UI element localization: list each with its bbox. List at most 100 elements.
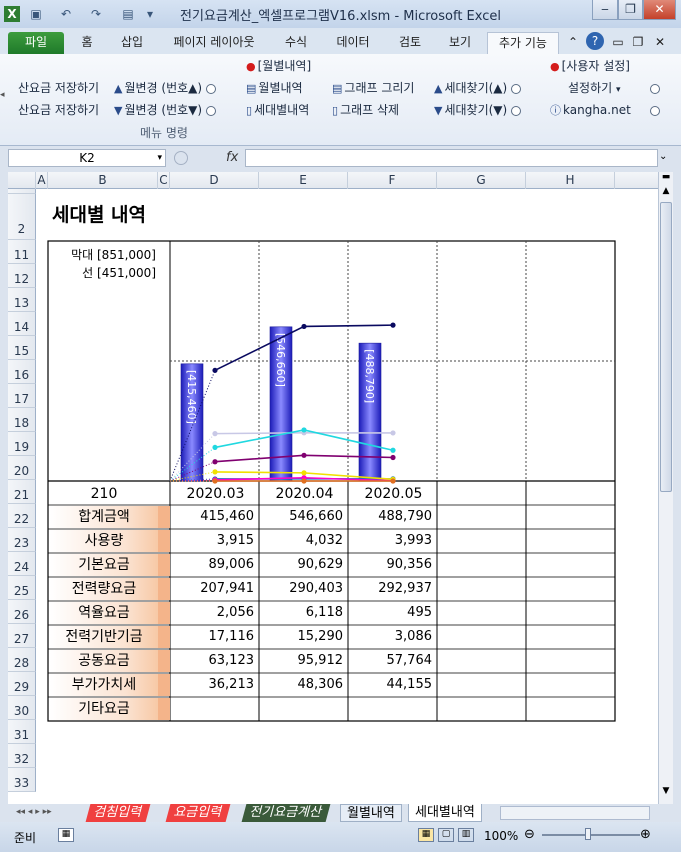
horizontal-scrollbar[interactable] [500, 806, 650, 820]
row-header-32[interactable]: 32 [8, 744, 36, 768]
name-box[interactable]: K2 ▾ [8, 149, 166, 167]
column-header-e[interactable]: E [259, 172, 348, 189]
workbook-minimize-icon[interactable]: ▭ [612, 35, 624, 49]
settings-radio[interactable] [650, 83, 660, 94]
scroll-up-icon[interactable]: ▲ [662, 186, 670, 196]
page-break-view-icon[interactable]: ▥ [458, 828, 474, 842]
row-label-2[interactable]: 기본요금 [50, 554, 158, 576]
find-up-radio[interactable] [511, 83, 522, 94]
row-header-31[interactable]: 31 [8, 720, 36, 744]
month-up-button[interactable]: ▲ 월변경 (번호▲) [114, 79, 216, 97]
print-preview-icon[interactable]: ▤ [122, 7, 134, 21]
minimize-ribbon-icon[interactable]: ⌃ [567, 35, 579, 49]
excel-icon[interactable]: X [4, 6, 20, 22]
restore-button[interactable]: ❐ [618, 0, 643, 20]
sheet-tab-2[interactable]: 요금입력 [165, 804, 231, 822]
value-cell[interactable]: 57,764 [386, 653, 433, 668]
row-header-33[interactable]: 33 [8, 768, 36, 792]
row-header-23[interactable]: 23 [8, 528, 36, 552]
row-header-17[interactable]: 17 [8, 384, 36, 408]
row-header-29[interactable]: 29 [8, 672, 36, 696]
row-label-5[interactable]: 전력기반기금 [50, 626, 158, 648]
row-header-26[interactable]: 26 [8, 600, 36, 624]
sheet-tab-1[interactable]: 검침입력 [85, 804, 151, 822]
macro-record-icon[interactable]: ▦ [58, 828, 74, 842]
vertical-scrollbar[interactable]: ▬ ▲ ▼ [658, 172, 673, 804]
row-header-22[interactable]: 22 [8, 504, 36, 528]
value-cell[interactable]: 3,086 [394, 629, 432, 644]
find-down-button[interactable]: ▼ 세대찾기(▼) [434, 101, 522, 119]
month-header-1[interactable]: 2020.03 [186, 486, 245, 502]
column-header-f[interactable]: F [348, 172, 437, 189]
save-button-2[interactable]: 산요금 저장하기 [18, 103, 100, 117]
value-cell[interactable]: 495 [407, 605, 432, 620]
tab-insert[interactable]: 삽입 [120, 35, 144, 49]
value-cell[interactable]: 44,155 [386, 677, 433, 692]
draw-graph-button[interactable]: ▤ 그래프 그리기 [332, 79, 414, 97]
monthly-button[interactable]: ▤ 월별내역 [246, 79, 303, 97]
undo-icon[interactable]: ↶ [60, 7, 72, 21]
value-cell[interactable]: 36,213 [208, 677, 255, 692]
row-label-8[interactable]: 기타요금 [50, 698, 158, 720]
value-cell[interactable]: 15,290 [297, 629, 344, 644]
row-header-18[interactable]: 18 [8, 408, 36, 432]
row-header-24[interactable]: 24 [8, 552, 36, 576]
zoom-level[interactable]: 100% [484, 829, 519, 843]
value-cell[interactable]: 90,629 [297, 557, 344, 572]
row-header-2[interactable]: 2 [8, 194, 36, 240]
column-header-c[interactable]: C [158, 172, 170, 189]
help-icon[interactable]: ? [586, 32, 604, 50]
zoom-slider-thumb[interactable] [585, 828, 591, 840]
workbook-restore-icon[interactable]: ❐ [632, 35, 644, 49]
select-all-corner[interactable] [8, 172, 36, 189]
value-cell[interactable]: 48,306 [297, 677, 344, 692]
row-header-13[interactable]: 13 [8, 288, 36, 312]
row-header-27[interactable]: 27 [8, 624, 36, 648]
value-cell[interactable]: 546,660 [289, 509, 343, 524]
page-layout-view-icon[interactable]: ▢ [438, 828, 454, 842]
value-cell[interactable]: 4,032 [305, 533, 343, 548]
normal-view-icon[interactable]: ▦ [418, 828, 434, 842]
row-header-30[interactable]: 30 [8, 696, 36, 720]
minimize-button[interactable]: ‒ [592, 0, 618, 20]
formula-input[interactable] [245, 149, 658, 167]
column-header-a[interactable]: A [36, 172, 48, 189]
row-header-19[interactable]: 19 [8, 432, 36, 456]
month-up-radio[interactable] [205, 83, 216, 94]
scroll-thumb[interactable] [660, 202, 672, 492]
redo-icon[interactable]: ↷ [90, 7, 102, 21]
month-header-3[interactable]: 2020.05 [364, 486, 423, 502]
row-header-25[interactable]: 25 [8, 576, 36, 600]
row-label-3[interactable]: 전력량요금 [50, 578, 158, 600]
value-cell[interactable]: 488,790 [378, 509, 432, 524]
tab-addins[interactable]: 추가 기능 [487, 32, 559, 54]
customize-toolbar-icon[interactable]: ▾ [146, 7, 154, 21]
find-up-button[interactable]: ▲ 세대찾기(▲) [434, 79, 522, 97]
row-label-7[interactable]: 부가가치세 [50, 674, 158, 696]
row-label-0[interactable]: 합계금액 [50, 506, 158, 528]
site-link[interactable]: ⓘ kangha.net [550, 101, 631, 119]
workbook-close-icon[interactable]: ✕ [654, 35, 666, 49]
value-cell[interactable]: 290,403 [289, 581, 343, 596]
row-header-21[interactable]: 21 [8, 480, 36, 504]
site-radio[interactable] [650, 105, 660, 116]
scroll-down-icon[interactable]: ▼ [662, 786, 670, 796]
value-cell[interactable]: 292,937 [378, 581, 432, 596]
value-cell[interactable]: 415,460 [200, 509, 254, 524]
row-header-16[interactable]: 16 [8, 360, 36, 384]
settings-dropdown[interactable]: 설정하기 ▾ [568, 81, 621, 95]
sheet-nav-icon[interactable]: ◂◂ ◂ ▸ ▸▸ [16, 807, 52, 817]
value-cell[interactable]: 6,118 [305, 605, 343, 620]
value-cell[interactable]: 89,006 [208, 557, 255, 572]
household-number[interactable]: 210 [90, 486, 118, 502]
ribbon-scroll-left-icon[interactable]: ◂ [0, 90, 5, 100]
value-cell[interactable]: 17,116 [208, 629, 255, 644]
household-button[interactable]: ▯ 세대별내역 [246, 101, 309, 119]
column-header-d[interactable]: D [170, 172, 259, 189]
value-cell[interactable]: 63,123 [208, 653, 255, 668]
tab-formulas[interactable]: 수식 [284, 35, 308, 49]
tab-home[interactable]: 홈 [81, 35, 93, 49]
expand-formula-icon[interactable]: ⌄ [659, 151, 668, 162]
month-down-button[interactable]: ▼ 월변경 (번호▼) [114, 101, 216, 119]
delete-graph-button[interactable]: ▯ 그래프 삭제 [332, 101, 399, 119]
